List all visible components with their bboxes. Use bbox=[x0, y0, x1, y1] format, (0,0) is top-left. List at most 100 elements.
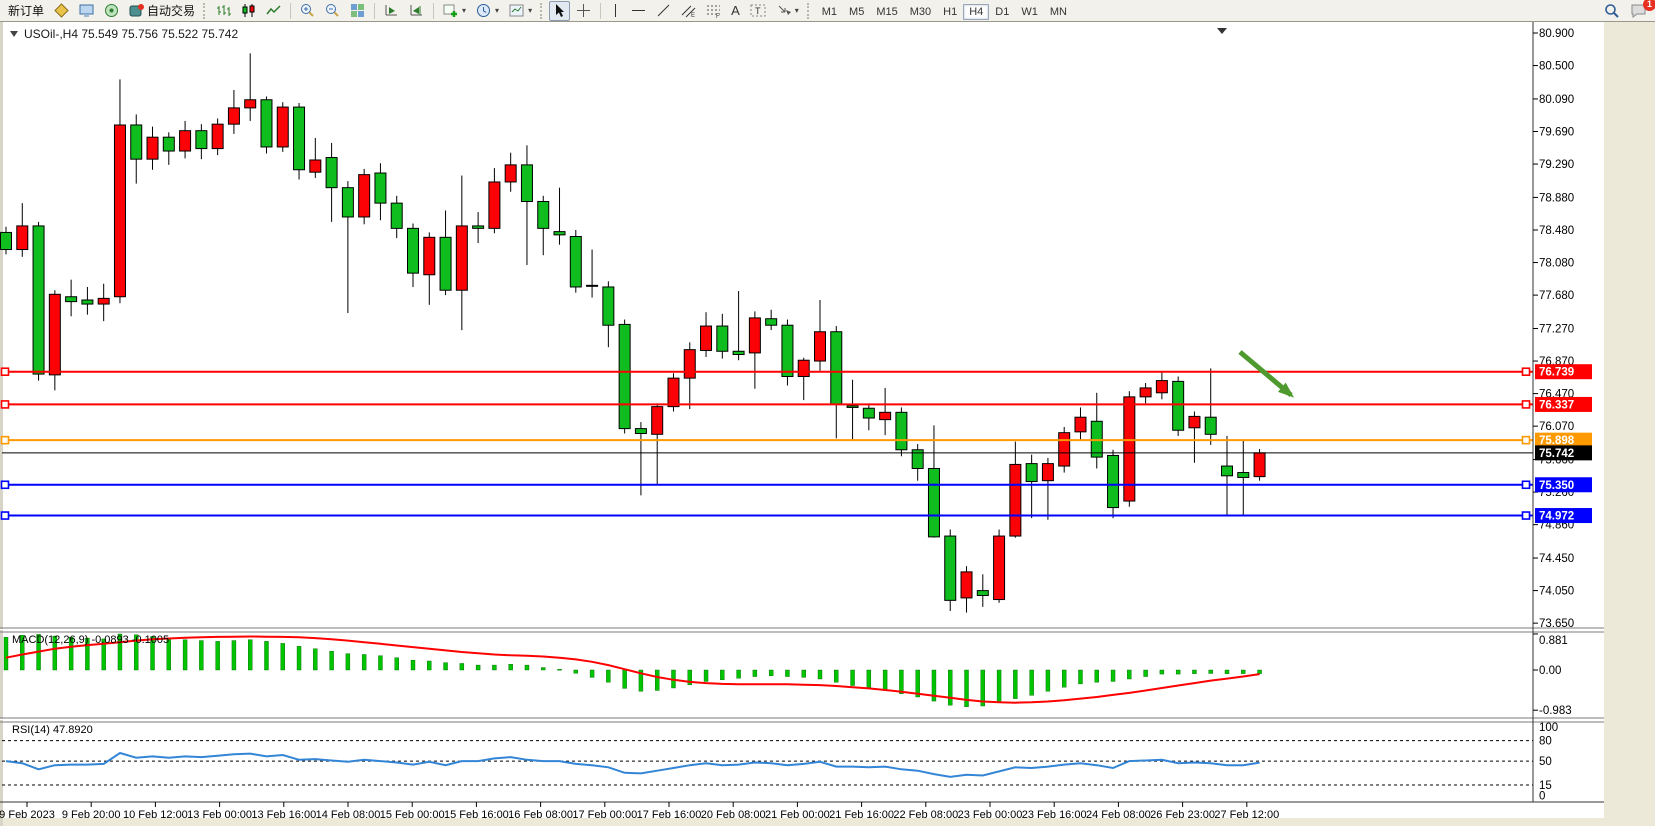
candle-bull bbox=[1253, 452, 1266, 478]
new-order-button[interactable]: 新订单 bbox=[8, 4, 45, 18]
line-handle[interactable] bbox=[0, 511, 10, 520]
text-tool-button[interactable]: A bbox=[731, 3, 740, 18]
macd-histogram-bar bbox=[817, 669, 823, 680]
templates-button[interactable]: ▾ bbox=[505, 1, 536, 21]
candle-bear bbox=[195, 130, 208, 150]
chart-title: USOil-,H4 75.549 75.756 75.522 75.742 bbox=[10, 27, 238, 41]
timeframe-H1[interactable]: H1 bbox=[943, 5, 958, 18]
label-tool-button[interactable]: T bbox=[746, 1, 770, 21]
macd-histogram-bar bbox=[313, 648, 318, 671]
search-button[interactable] bbox=[1600, 1, 1624, 21]
chat-button[interactable]: 1 bbox=[1626, 0, 1655, 21]
candle-bear bbox=[1237, 472, 1250, 478]
macd-histogram-bar bbox=[1208, 669, 1213, 674]
macd-histogram-bar bbox=[638, 669, 644, 692]
macd-histogram-bar bbox=[427, 660, 432, 671]
profile-button[interactable] bbox=[50, 1, 73, 21]
price-tick-label: 74.050 bbox=[1539, 586, 1574, 598]
line-handle[interactable] bbox=[0, 480, 10, 490]
shapes-button[interactable]: ▾ bbox=[772, 1, 803, 21]
price-tick-label: 80.900 bbox=[1539, 28, 1574, 40]
candle-bull bbox=[586, 284, 599, 287]
price-tick-label: 78.880 bbox=[1539, 192, 1574, 204]
timeframe-MN[interactable]: MN bbox=[1049, 5, 1067, 18]
arrows-shape-icon bbox=[778, 5, 791, 15]
timeframe-M5[interactable]: M5 bbox=[849, 5, 865, 18]
hline-76.739[interactable] bbox=[0, 367, 1534, 377]
line-handle[interactable] bbox=[0, 435, 10, 445]
candle-bear bbox=[830, 331, 843, 405]
chart-shift-button[interactable] bbox=[405, 1, 428, 21]
macd-histogram-bar bbox=[606, 669, 611, 683]
periods-button[interactable]: ▾ bbox=[472, 1, 503, 21]
line-handle[interactable] bbox=[1521, 435, 1531, 445]
chart-candles-button[interactable] bbox=[237, 1, 260, 21]
candle-bear bbox=[537, 200, 550, 229]
line-handle[interactable] bbox=[1521, 480, 1531, 490]
line-handle[interactable] bbox=[0, 367, 10, 377]
cursor-button[interactable] bbox=[549, 0, 571, 21]
price-tag-label: 76.337 bbox=[1539, 399, 1574, 411]
line-handle[interactable] bbox=[1521, 367, 1531, 377]
line-chart-icon bbox=[266, 5, 281, 15]
channel-tool-button[interactable]: E bbox=[677, 1, 700, 21]
window-bottom-strip bbox=[0, 818, 1604, 826]
crosshair-button[interactable] bbox=[572, 1, 595, 21]
vline-tool-button[interactable] bbox=[606, 1, 625, 21]
trendline-tool-button[interactable] bbox=[652, 1, 675, 21]
timeframe-D1[interactable]: D1 bbox=[995, 5, 1010, 18]
macd-histogram-bar bbox=[1061, 669, 1067, 688]
one-click-trading-arrow[interactable] bbox=[10, 31, 18, 37]
time-tick-label: 21 Feb 00:00 bbox=[765, 809, 830, 821]
navigator-button[interactable] bbox=[100, 1, 123, 21]
candle-bull bbox=[651, 406, 664, 435]
line-handle[interactable] bbox=[1521, 511, 1531, 520]
line-handle[interactable] bbox=[0, 400, 10, 409]
timeframe-H4[interactable]: H4 bbox=[963, 3, 990, 20]
indicators-button[interactable]: ▾ bbox=[439, 1, 470, 21]
fibonacci-tool-button[interactable]: F bbox=[702, 1, 725, 21]
macd-histogram-bar bbox=[247, 639, 253, 671]
timeframe-M15[interactable]: M15 bbox=[876, 5, 898, 18]
arrow-annotation[interactable] bbox=[1238, 350, 1295, 398]
price-tick-label: 77.270 bbox=[1539, 323, 1574, 335]
candle-bear bbox=[1107, 454, 1120, 509]
macd-histogram-bar bbox=[182, 639, 188, 671]
timeframe-M1[interactable]: M1 bbox=[821, 5, 838, 18]
candle-bear bbox=[569, 236, 582, 288]
tile-windows-button[interactable] bbox=[346, 1, 369, 21]
hline-76.337[interactable] bbox=[0, 400, 1534, 409]
tile-windows-icon bbox=[351, 4, 365, 17]
candle-bull bbox=[455, 225, 468, 291]
time-axis[interactable]: 9 Feb 2023 9 Feb 20:00 10 Feb 12:00 13 Feb … bbox=[0, 802, 1279, 821]
time-tick-label: 13 Feb 16:00 bbox=[251, 809, 316, 821]
market-watch-button[interactable] bbox=[75, 1, 98, 21]
macd-label: MACD(12,26,9) -0.0893 -0.1005 bbox=[12, 634, 169, 646]
zoom-in-button[interactable] bbox=[296, 1, 319, 21]
chart-shift-marker[interactable] bbox=[1217, 28, 1227, 34]
chart-bars-button[interactable] bbox=[212, 1, 235, 21]
hline-tool-button[interactable] bbox=[627, 1, 650, 21]
price-axis[interactable]: 80.900 80.500 80.090 79.690 79.290 78.880 78.4… bbox=[1533, 28, 1592, 802]
timeframe-W1[interactable]: W1 bbox=[1021, 5, 1038, 18]
symbol-ohlc-label: USOil-,H4 75.549 75.756 75.522 75.742 bbox=[24, 27, 238, 41]
candle-bull bbox=[1009, 463, 1022, 537]
hline-74.972[interactable] bbox=[0, 511, 1534, 520]
timeframe-M30[interactable]: M30 bbox=[909, 5, 932, 18]
rsi-tick-label: 100 bbox=[1539, 722, 1558, 734]
hline-75.350[interactable] bbox=[0, 480, 1534, 490]
candle-bull bbox=[97, 297, 110, 305]
autotrading-button[interactable]: 自动交易 bbox=[125, 1, 199, 21]
trendline-icon bbox=[657, 4, 670, 17]
zoom-out-button[interactable] bbox=[321, 1, 344, 21]
chart-canvas[interactable]: USOil-,H4 75.549 75.756 75.522 75.742 80.… bbox=[0, 22, 1655, 826]
chart-line-button[interactable] bbox=[262, 1, 285, 21]
macd-histogram-bar bbox=[459, 663, 465, 671]
line-handle[interactable] bbox=[1521, 400, 1531, 409]
candle-bull bbox=[1139, 387, 1152, 398]
autoscroll-button[interactable] bbox=[380, 1, 403, 21]
hline-75.898[interactable] bbox=[0, 435, 1534, 445]
price-tick-label: 79.690 bbox=[1539, 126, 1574, 138]
time-tick-label: 21 Feb 16:00 bbox=[829, 809, 894, 821]
macd-histogram-bar bbox=[834, 669, 839, 683]
